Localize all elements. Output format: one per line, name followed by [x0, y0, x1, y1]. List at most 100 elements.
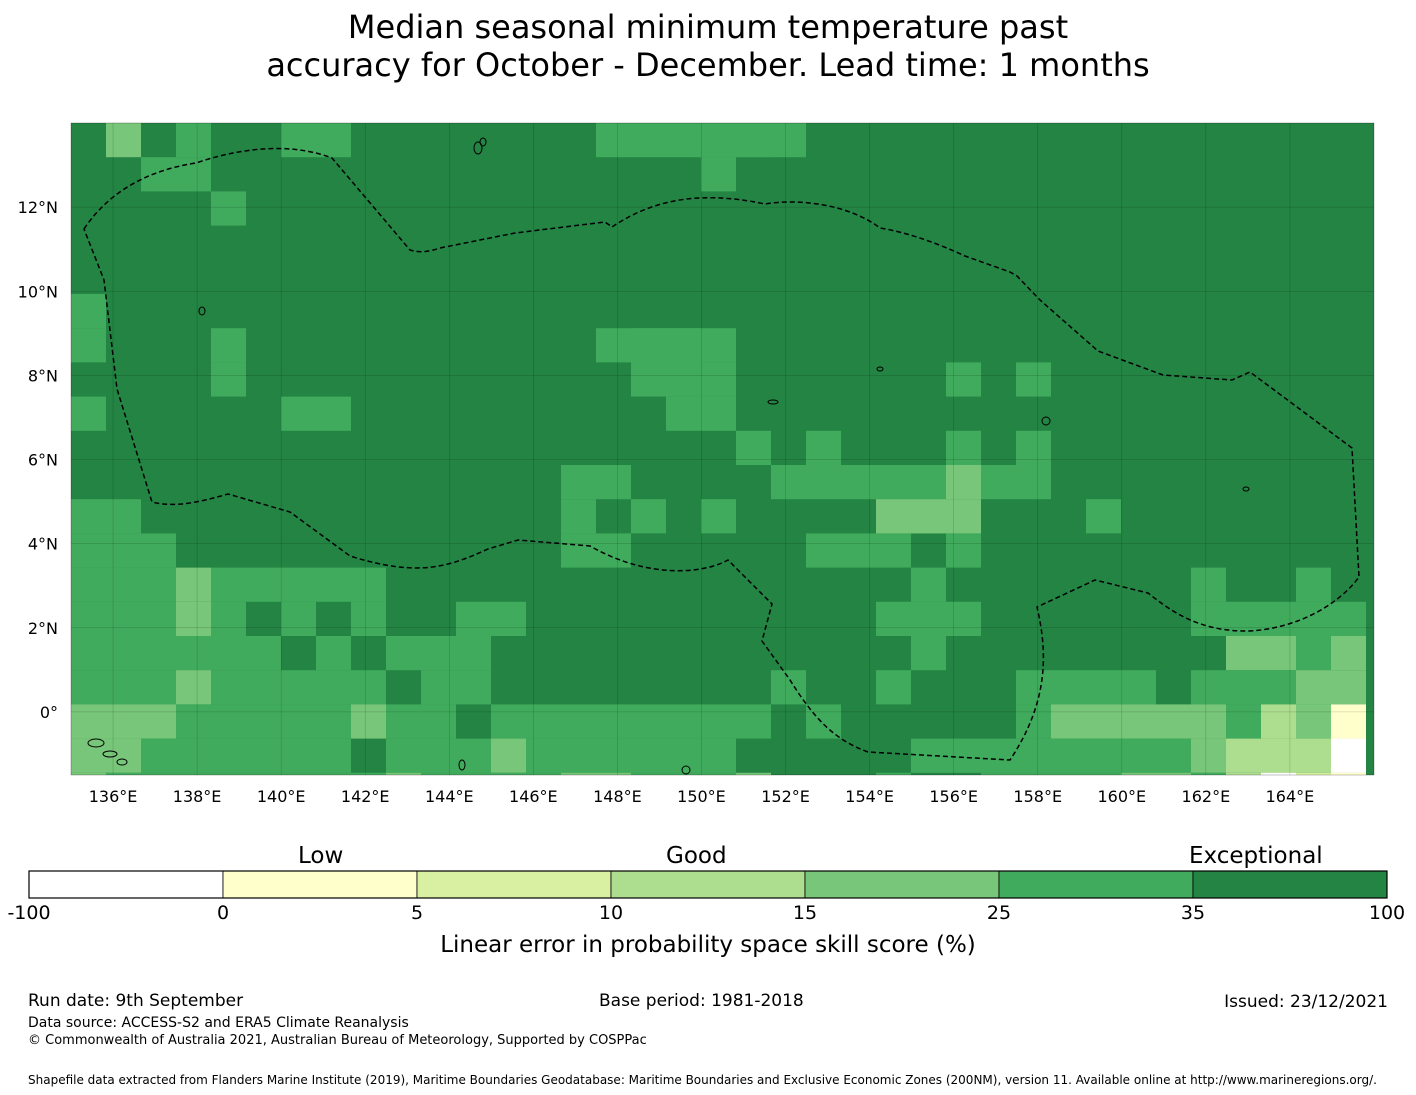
lat-tick-label: 10°N: [18, 282, 58, 301]
skill-cell: [1226, 636, 1296, 671]
skill-cell: [946, 362, 981, 397]
skill-cell: [631, 328, 736, 363]
skill-cell: [351, 704, 386, 739]
latitude-labels: 12°N 10°N 8°N 6°N 4°N 2°N 0°: [18, 198, 58, 722]
skill-cell: [386, 704, 456, 739]
skill-cell: [176, 567, 211, 602]
skill-cell: [1156, 738, 1191, 773]
skill-cell: [211, 328, 246, 363]
skill-cell: [246, 636, 281, 671]
skill-cell: [281, 567, 386, 602]
skill-cell: [666, 396, 736, 431]
skill-cell: [281, 601, 316, 636]
skill-cell: [316, 738, 351, 773]
skill-cell: [771, 670, 806, 705]
skill-cell: [981, 772, 1016, 775]
skill-cell: [1191, 670, 1226, 705]
skill-cell: [281, 396, 351, 431]
skill-cell: [71, 328, 106, 363]
skill-cell: [736, 772, 771, 775]
colorbar-outline: [28, 870, 1388, 899]
lat-tick-label: 4°N: [28, 535, 58, 554]
colorbar-tick-label: 15: [792, 902, 818, 924]
lat-tick-label: 12°N: [18, 198, 58, 217]
island: [87, 738, 105, 748]
skill-cell: [1226, 670, 1296, 705]
lon-tick-label: 164°E: [1266, 787, 1315, 806]
lon-tick-label: 150°E: [677, 787, 726, 806]
lon-tick-label: 148°E: [593, 787, 642, 806]
skill-cell: [561, 772, 631, 775]
skill-cell: [71, 738, 141, 773]
skill-cell: [1016, 362, 1051, 397]
skill-cell: [981, 465, 1051, 500]
skill-cell: [561, 533, 631, 568]
skill-cell: [421, 772, 491, 775]
skill-cell: [211, 567, 281, 602]
skill-cell: [421, 738, 491, 773]
skill-cell: [421, 670, 491, 705]
skill-cell: [701, 157, 736, 192]
base-period: Base period: 1981-2018: [599, 991, 804, 1011]
skill-cell: [1226, 772, 1261, 775]
skill-cell: [631, 738, 736, 773]
skill-cell: [176, 670, 211, 705]
colorbar-tick-label: 0: [216, 902, 230, 924]
skill-cell: [1261, 772, 1296, 775]
map-gridlines: [71, 123, 1374, 775]
skill-cell: [176, 772, 246, 775]
skill-cell: [736, 430, 771, 465]
skill-cell: [806, 430, 841, 465]
run-date: Run date: 9th September: [28, 991, 244, 1011]
lon-tick-label: 136°E: [89, 787, 138, 806]
skill-cell: [946, 465, 981, 500]
skill-cell: [1156, 704, 1226, 739]
skill-cell: [106, 772, 176, 775]
lon-tick-label: 158°E: [1013, 787, 1062, 806]
colorbar: [28, 870, 1388, 899]
skill-cell: [316, 772, 386, 775]
category-label-exceptional: Exceptional: [1189, 843, 1323, 869]
skill-cell: [841, 465, 946, 500]
colorbar-segment: [222, 870, 418, 899]
skill-cell: [176, 704, 351, 739]
skill-cell: [981, 738, 1156, 773]
skill-cell: [71, 636, 246, 671]
skill-cell: [1016, 772, 1051, 775]
skill-cell: [176, 123, 211, 158]
island: [198, 306, 206, 316]
skill-cell: [211, 191, 246, 226]
skill-cell: [1226, 704, 1261, 739]
map-background: [71, 123, 1374, 775]
skill-cell: [106, 123, 141, 158]
shapefile-credit: Shapefile data extracted from Flanders M…: [28, 1073, 1377, 1087]
lon-tick-label: 144°E: [425, 787, 474, 806]
colorbar-segment: [416, 870, 612, 899]
skill-cell: [386, 738, 421, 773]
skill-cell: [876, 670, 911, 705]
skill-cell: [876, 499, 981, 534]
island: [479, 137, 487, 147]
skill-cell: [1226, 738, 1261, 773]
island: [1242, 486, 1250, 492]
lat-tick-label: 2°N: [28, 619, 58, 638]
data-source: Data source: ACCESS-S2 and ERA5 Climate …: [28, 1015, 409, 1031]
skill-cell: [456, 636, 491, 671]
lon-tick-label: 142°E: [341, 787, 390, 806]
skill-cell: [701, 123, 806, 158]
skill-cell: [491, 704, 561, 739]
map-title-line-1: Median seasonal minimum temperature past: [347, 8, 1069, 46]
skill-cell: [211, 670, 351, 705]
skill-cell: [1051, 772, 1121, 775]
map-title-line-2: accuracy for October - December. Lead ti…: [266, 46, 1150, 84]
skill-cell: [631, 362, 736, 397]
lon-tick-label: 154°E: [845, 787, 894, 806]
skill-cell: [71, 772, 106, 775]
skill-cell: [1016, 430, 1051, 465]
skill-cell: [1086, 499, 1121, 534]
skill-cell: [1331, 704, 1366, 739]
skill-cell: [71, 533, 176, 568]
skill-cell: [316, 636, 351, 671]
skill-cell: [351, 601, 386, 636]
